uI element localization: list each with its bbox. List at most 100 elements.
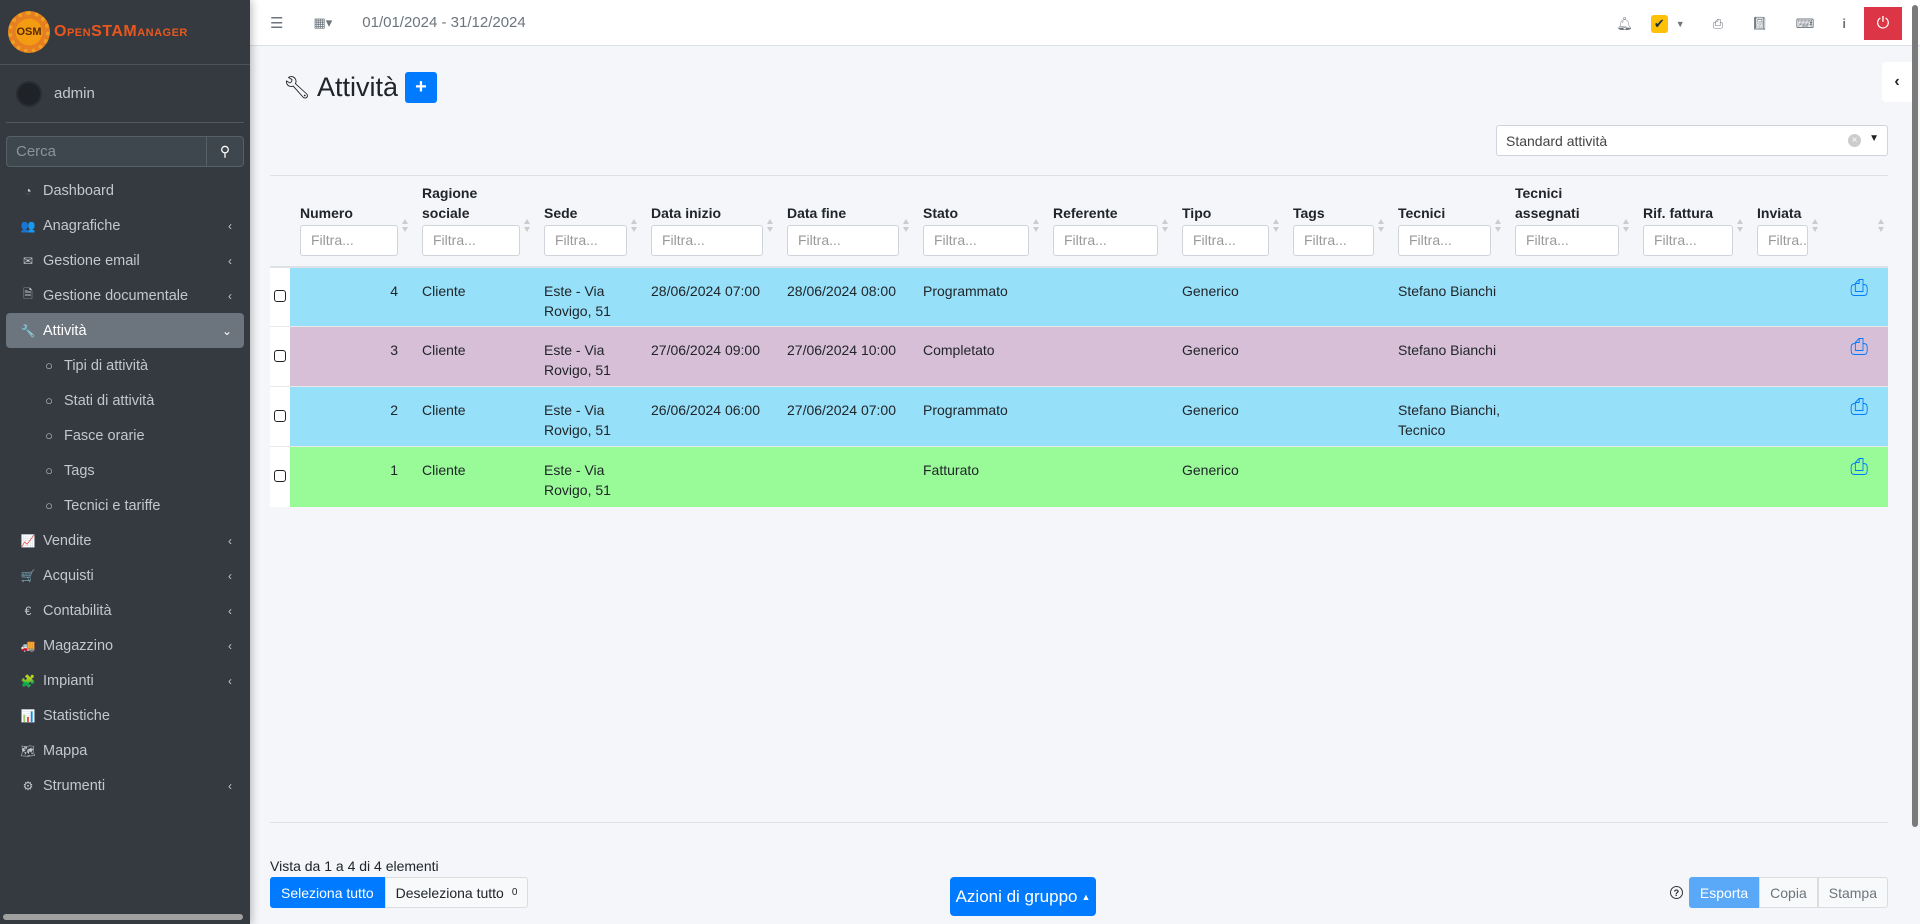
column-header[interactable]: Sede Filtra...: [534, 176, 641, 267]
column-filter-input[interactable]: Filtra...: [651, 224, 763, 256]
sort-up-icon[interactable]: [1812, 218, 1818, 224]
column-header[interactable]: Referente Filtra...: [1043, 176, 1172, 267]
column-header[interactable]: Data inizio Filtra...: [641, 176, 777, 267]
chevron-left-icon[interactable]: ‹: [1882, 62, 1912, 102]
column-header[interactable]: [1822, 176, 1888, 267]
sidebar-item-strumenti[interactable]: ⚙ Strumenti ‹: [6, 768, 244, 803]
bulk-actions-button[interactable]: Azioni di gruppo ▲: [950, 877, 1096, 916]
page-scrollbar[interactable]: [1912, 5, 1918, 827]
sort-up-icon[interactable]: [1737, 218, 1743, 224]
column-filter-input[interactable]: Filtra...: [544, 224, 627, 256]
bell-icon[interactable]: 🔔︎: [1616, 15, 1633, 31]
brand-logo[interactable]: OSM OpenSTAManager: [0, 0, 250, 65]
sort-down-icon[interactable]: [1033, 226, 1039, 232]
date-range[interactable]: 01/01/2024 - 31/12/2024: [362, 14, 526, 31]
print-icon[interactable]: ⎙: [1822, 386, 1888, 447]
clear-icon[interactable]: ×: [1848, 134, 1861, 147]
sort-down-icon[interactable]: [1737, 226, 1743, 232]
table-row[interactable]: 2 Cliente Este - Via Rovigo, 51 26/06/2024 …: [270, 386, 1888, 447]
sort-down-icon[interactable]: [903, 226, 909, 232]
question-circle-icon[interactable]: ?: [1669, 886, 1683, 899]
sidebar-item-fasce-orarie[interactable]: ○ Fasce orarie: [6, 418, 244, 453]
sidebar-item-gestione-documentale[interactable]: 🗎 Gestione documentale ‹: [6, 278, 244, 313]
column-filter-input[interactable]: Filtra...: [1182, 224, 1269, 256]
sort-up-icon[interactable]: [1878, 218, 1884, 224]
book-icon[interactable]: 📓︎: [1751, 15, 1768, 31]
sidebar-item-vendite[interactable]: 📈 Vendite ‹: [6, 523, 244, 558]
column-header[interactable]: Tags Filtra...: [1283, 176, 1388, 267]
sort-down-icon[interactable]: [1812, 226, 1818, 232]
column-filter-input[interactable]: Filtra...: [923, 224, 1029, 256]
table-row[interactable]: 4 Cliente Este - Via Rovigo, 51 28/06/2024 …: [270, 266, 1888, 327]
info-icon[interactable]: i: [1842, 16, 1846, 31]
column-filter-input[interactable]: Filtra...: [422, 224, 520, 256]
sort-up-icon[interactable]: [1162, 218, 1168, 224]
sort-down-icon[interactable]: [767, 226, 773, 232]
column-filter-input[interactable]: Filtra...: [1398, 224, 1491, 256]
column-header[interactable]: Ragione sociale Filtra...: [412, 176, 534, 267]
column-filter-input[interactable]: Filtra...: [1515, 224, 1619, 256]
sidebar-item-tags[interactable]: ○ Tags: [6, 453, 244, 488]
column-filter-input[interactable]: Filtra...: [1053, 224, 1158, 256]
caret-down-icon[interactable]: ▼: [1869, 133, 1879, 144]
sidebar-item-impianti[interactable]: 🧩 Impianti ‹: [6, 663, 244, 698]
sort-down-icon[interactable]: [1878, 226, 1884, 232]
sort-down-icon[interactable]: [1623, 226, 1629, 232]
column-header[interactable]: Tecnici assegnati Filtra...: [1505, 176, 1633, 267]
sidebar-item-contabilit-[interactable]: € Contabilità ‹: [6, 593, 244, 628]
sort-up-icon[interactable]: [524, 218, 530, 224]
deselect-all-button[interactable]: Deseleziona tutto 0: [384, 877, 529, 908]
row-checkbox[interactable]: [274, 469, 286, 482]
sidebar-item-attivit-[interactable]: 🔧 Attività ⌄: [6, 313, 244, 348]
hamburger-menu-icon[interactable]: ☰: [270, 14, 284, 32]
column-header[interactable]: Tecnici Filtra...: [1388, 176, 1505, 267]
sidebar-item-gestione-email[interactable]: ✉ Gestione email ‹: [6, 243, 244, 278]
sidebar-scrollbar[interactable]: [3, 914, 243, 920]
print-icon[interactable]: ⎙: [1712, 15, 1724, 31]
print-button[interactable]: Stampa: [1817, 877, 1888, 908]
column-header[interactable]: Stato Filtra...: [913, 176, 1043, 267]
sort-up-icon[interactable]: [1378, 218, 1384, 224]
sort-down-icon[interactable]: [1495, 226, 1501, 232]
column-filter-input[interactable]: Filtra...: [300, 224, 398, 256]
sort-up-icon[interactable]: [1033, 218, 1039, 224]
row-checkbox[interactable]: [274, 349, 286, 362]
sort-down-icon[interactable]: [1162, 226, 1168, 232]
sidebar-item-stati-di-attivit-[interactable]: ○ Stati di attività: [6, 383, 244, 418]
sort-down-icon[interactable]: [402, 226, 408, 232]
sort-up-icon[interactable]: [767, 218, 773, 224]
calendar-icon[interactable]: ▦▾: [313, 14, 333, 30]
sidebar-item-magazzino[interactable]: 🚚 Magazzino ‹: [6, 628, 244, 663]
select-all-button[interactable]: Seleziona tutto: [270, 877, 385, 908]
power-icon[interactable]: ⏻: [1864, 7, 1902, 40]
search-button[interactable]: ⚲: [206, 136, 244, 167]
table-row[interactable]: 1 Cliente Este - Via Rovigo, 51 Fatturato Ge…: [270, 446, 1888, 507]
column-header[interactable]: Rif. fattura Filtra...: [1633, 176, 1747, 267]
column-header[interactable]: Numero Filtra...: [290, 176, 412, 267]
sort-up-icon[interactable]: [402, 218, 408, 224]
sidebar-item-tipi-di-attivit-[interactable]: ○ Tipi di attività: [6, 348, 244, 383]
sidebar-item-mappa[interactable]: 🗺 Mappa: [6, 733, 244, 768]
check-badge-icon[interactable]: ✔: [1650, 14, 1668, 33]
export-button[interactable]: Esporta: [1688, 877, 1760, 908]
table-row[interactable]: 3 Cliente Este - Via Rovigo, 51 27/06/2024 …: [270, 326, 1888, 387]
column-filter-input[interactable]: Filtra...: [1293, 224, 1374, 256]
sort-down-icon[interactable]: [524, 226, 530, 232]
sidebar-item-anagrafiche[interactable]: 👥 Anagrafiche ‹: [6, 208, 244, 243]
column-filter-input[interactable]: Filtra...: [787, 224, 899, 256]
print-icon[interactable]: ⎙: [1822, 266, 1888, 327]
sort-up-icon[interactable]: [1273, 218, 1279, 224]
print-icon[interactable]: ⎙: [1822, 446, 1888, 507]
view-select[interactable]: Standard attività × ▼: [1496, 125, 1888, 156]
sidebar-item-acquisti[interactable]: 🛒 Acquisti ‹: [6, 558, 244, 593]
sort-down-icon[interactable]: [1273, 226, 1279, 232]
column-filter-input[interactable]: Filtra...: [1643, 224, 1733, 256]
row-checkbox[interactable]: [274, 409, 286, 422]
copy-button[interactable]: Copia: [1759, 877, 1818, 908]
user-panel[interactable]: admin: [6, 65, 244, 123]
sidebar-item-tecnici-e-tariffe[interactable]: ○ Tecnici e tariffe: [6, 488, 244, 523]
sort-up-icon[interactable]: [903, 218, 909, 224]
sort-down-icon[interactable]: [631, 226, 637, 232]
column-header[interactable]: Data fine Filtra...: [777, 176, 913, 267]
print-icon[interactable]: ⎙: [1822, 326, 1888, 387]
